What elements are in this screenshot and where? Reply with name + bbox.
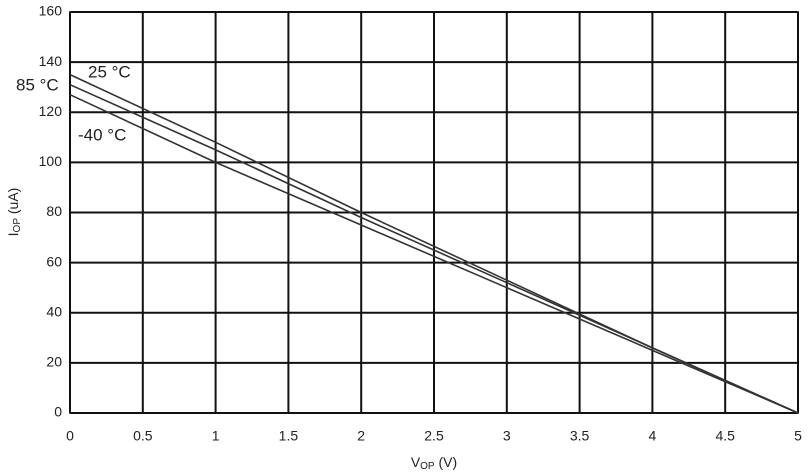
- y-axis-label: IOP (uA): [5, 188, 23, 237]
- y-tick-label: 40: [46, 303, 62, 319]
- y-tick-label: 160: [39, 3, 63, 19]
- x-axis-label: VOP (V): [411, 454, 457, 472]
- series-label: 85 °C: [16, 75, 59, 94]
- x-tick-label: 3.5: [570, 428, 590, 444]
- x-tick-label: 1.5: [279, 428, 299, 444]
- x-tick-label: 1: [212, 428, 220, 444]
- series-line: [69, 93, 799, 414]
- x-tick-label: 0.5: [133, 428, 153, 444]
- series-line: [69, 83, 799, 414]
- x-tick-label: 3: [503, 428, 511, 444]
- x-tick-label: 4.5: [715, 428, 735, 444]
- x-tick-label: 2: [357, 428, 365, 444]
- y-tick-label: 120: [39, 103, 63, 119]
- x-tick-label: 4: [649, 428, 657, 444]
- y-tick-label: 80: [46, 203, 62, 219]
- y-tick-label: 0: [54, 404, 62, 420]
- y-tick-label: 100: [39, 153, 63, 169]
- x-tick-label: 0: [66, 428, 74, 444]
- series-label: -40 °C: [78, 125, 126, 144]
- y-tick-label: 140: [39, 53, 63, 69]
- x-tick-label: 2.5: [424, 428, 444, 444]
- y-tick-label: 60: [46, 253, 62, 269]
- y-tick-label: 20: [46, 354, 62, 370]
- x-tick-label: 5: [794, 428, 802, 444]
- series-label: 25 °C: [88, 62, 131, 81]
